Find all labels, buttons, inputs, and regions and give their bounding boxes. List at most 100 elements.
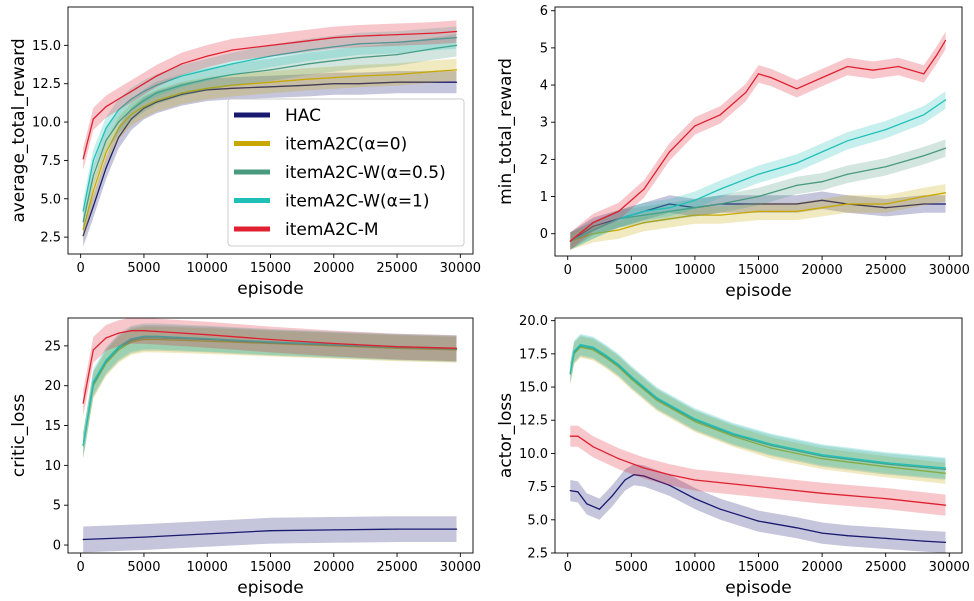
data-point-0-1-13	[358, 75, 360, 77]
data-point-3-0-4	[611, 495, 613, 497]
data-point-2-3-1	[92, 381, 94, 383]
data-point-0-3-6	[156, 84, 158, 86]
data-point-0-2-11	[307, 63, 310, 65]
data-point-0-0-4	[130, 118, 132, 120]
chart-panel-0: 0 5000 10000 15000 20000 25000 30000 2.5 5.0 7.5 1…	[9, 6, 481, 299]
data-point-0-2-12	[333, 60, 335, 62]
data-point-2-1-7	[206, 340, 208, 342]
data-point-3-2-0	[569, 373, 571, 375]
y-tick-label-3-4: 12.5	[519, 414, 548, 429]
data-point-1-4-12	[846, 65, 849, 68]
data-point-1-1-12	[923, 195, 925, 198]
x-tick-label-3-6: 30000	[929, 560, 970, 575]
data-point-0-2-14	[396, 54, 398, 56]
data-point-1-4-6	[719, 114, 721, 116]
data-point-0-0-1	[92, 205, 94, 207]
data-point-2-2-5	[143, 337, 145, 339]
series-line-3-1	[569, 346, 946, 474]
data-point-3-0-13	[821, 532, 823, 534]
x-tick-label-2-0: 0	[77, 560, 85, 575]
band-3-4	[570, 425, 946, 516]
data-point-1-4-8	[757, 73, 760, 75]
x-tick-label-0-6: 30000	[440, 261, 481, 276]
y-tick-label-2-1: 5	[53, 499, 61, 514]
data-point-1-4-14	[897, 65, 900, 68]
data-point-2-3-8	[269, 341, 272, 343]
data-point-2-3-6	[156, 335, 158, 337]
data-point-1-4-16	[936, 54, 938, 56]
data-point-0-4-2	[105, 106, 107, 108]
band-2-1	[83, 326, 457, 459]
y-tick-label-0-5: 15.0	[32, 39, 61, 54]
data-point-2-2-3	[118, 347, 120, 349]
data-point-3-4-10	[944, 504, 947, 506]
data-point-3-0-3	[598, 508, 601, 510]
data-point-1-0-11	[885, 207, 887, 209]
data-point-1-2-13	[944, 147, 947, 149]
data-point-3-0-5	[624, 479, 626, 481]
x-axis-label-3: episode	[725, 578, 791, 598]
data-point-3-0-0	[569, 490, 571, 492]
data-point-0-4-14	[396, 34, 398, 36]
legend-entry-0: HAC	[285, 106, 321, 126]
data-point-0-4-5	[143, 83, 145, 85]
y-tick-label-0-0: 2.5	[40, 231, 61, 246]
data-point-3-1-3	[592, 349, 594, 351]
data-point-1-0-1	[592, 225, 594, 227]
data-point-3-3-2	[579, 344, 582, 346]
data-point-0-0-6	[156, 101, 158, 103]
data-point-3-2-11	[821, 455, 823, 457]
data-point-0-1-10	[269, 81, 272, 83]
x-tick-label-2-6: 30000	[440, 560, 481, 575]
x-axis-label-1: episode	[725, 281, 791, 301]
data-point-0-2-16	[455, 44, 458, 47]
data-point-3-4-0	[569, 435, 571, 437]
data-point-2-4-11	[455, 347, 458, 349]
data-point-0-4-0	[82, 158, 84, 160]
y-tick-label-3-7: 20.0	[519, 314, 548, 329]
data-point-3-4-2	[592, 446, 594, 448]
data-point-0-1-2	[105, 152, 107, 154]
data-point-3-4-8	[821, 492, 823, 494]
data-point-0-1-7	[181, 92, 183, 94]
data-point-3-3-13	[944, 467, 947, 469]
data-point-1-4-7	[745, 91, 747, 94]
data-point-2-1-6	[156, 338, 158, 341]
data-point-0-3-4	[130, 98, 132, 100]
data-point-1-2-10	[846, 173, 849, 175]
data-point-0-4-1	[92, 118, 94, 120]
data-point-0-4-10	[269, 44, 272, 47]
data-point-0-1-3	[118, 127, 120, 129]
data-point-0-1-5	[143, 106, 145, 108]
data-point-3-0-7	[643, 475, 645, 477]
series-line-3-3	[569, 343, 946, 469]
data-point-0-2-9	[231, 73, 234, 76]
data-point-1-0-7	[757, 203, 760, 205]
data-point-0-3-11	[307, 49, 310, 51]
data-point-0-2-13	[358, 57, 360, 59]
series-line-2-2	[82, 337, 457, 446]
data-point-1-4-1	[592, 222, 594, 224]
series-line-2-3	[82, 335, 457, 446]
data-point-0-4-8	[206, 55, 208, 57]
y-tick-label-3-0: 2.5	[527, 547, 548, 562]
data-point-1-1-7	[757, 210, 760, 212]
band-2-3	[83, 323, 457, 459]
legend-box	[227, 98, 465, 247]
data-point-3-4-4	[643, 467, 645, 469]
data-point-2-3-4	[130, 338, 132, 340]
data-point-1-2-12	[923, 155, 925, 157]
data-point-3-0-9	[694, 498, 696, 500]
data-point-3-0-15	[885, 537, 887, 540]
data-point-0-0-12	[333, 83, 335, 85]
data-point-0-4-7	[181, 63, 183, 65]
x-tick-label-3-1: 5000	[615, 560, 648, 575]
series-line-1-1	[570, 192, 946, 242]
data-point-1-2-4	[668, 210, 671, 212]
x-tick-label-0-3: 15000	[250, 261, 291, 276]
data-point-2-4-4	[130, 330, 132, 332]
data-point-0-2-2	[105, 139, 107, 142]
data-point-2-0-0	[82, 538, 84, 541]
series-line-3-0	[570, 474, 946, 544]
